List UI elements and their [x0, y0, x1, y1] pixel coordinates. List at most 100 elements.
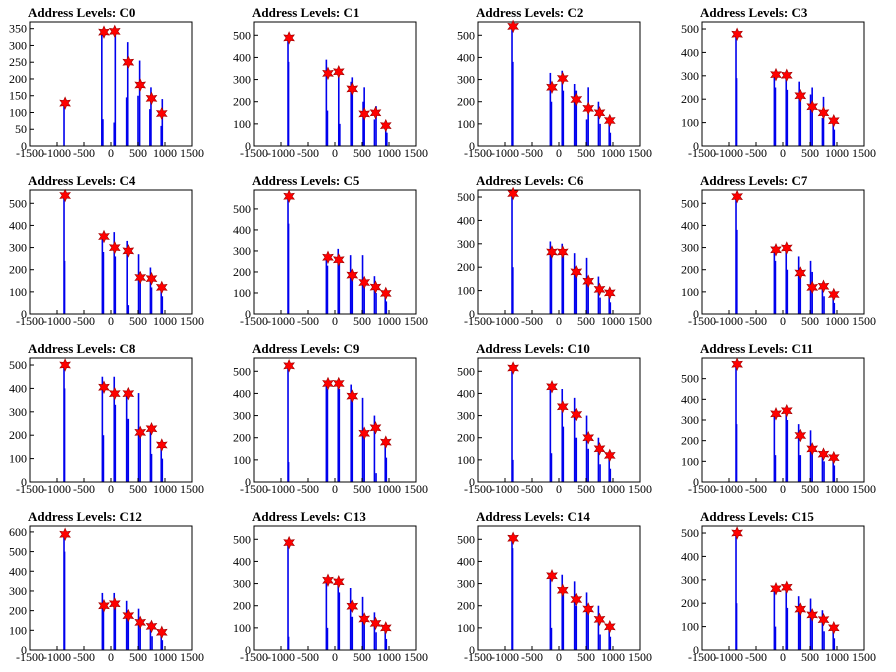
peak-marker — [507, 361, 519, 375]
x-tick-label: 1500 — [404, 650, 428, 664]
x-tick-label: 1000 — [153, 650, 177, 664]
x-tick-label: -1000 — [491, 314, 519, 328]
y-tick-label: 200 — [233, 599, 251, 613]
x-tick-label: 500 — [577, 314, 595, 328]
x-tick-label: 1500 — [180, 482, 204, 496]
peak-marker — [122, 608, 135, 623]
peak-marker — [145, 91, 158, 106]
y-tick-label: 0 — [469, 139, 475, 153]
peak-marker — [122, 55, 135, 69]
y-tick-label: 300 — [233, 577, 251, 591]
x-tick-label: 500 — [129, 482, 147, 496]
chart-title: Address Levels: C1 — [252, 5, 359, 20]
y-tick-label: 0 — [693, 475, 699, 489]
peak-marker — [556, 583, 569, 597]
y-tick-label: 0 — [245, 307, 251, 321]
peak-marker — [379, 435, 392, 449]
chart-title: Address Levels: C9 — [252, 341, 360, 356]
x-tick-label: -500 — [297, 650, 319, 664]
chart-panel-14: Address Levels: C14 0 100 200 300 400 500 -1500… — [457, 509, 652, 664]
y-tick-label: 300 — [457, 73, 475, 87]
peak-marker — [332, 575, 345, 589]
peak-marker — [369, 106, 382, 120]
y-tick-label: 0 — [469, 475, 475, 489]
peak-marker — [546, 569, 558, 583]
y-tick-label: 100 — [9, 105, 27, 119]
y-tick-label: 0 — [245, 643, 251, 657]
peak-marker — [145, 421, 158, 436]
x-tick-label: -1500 — [240, 650, 268, 664]
y-tick-label: 200 — [681, 92, 699, 106]
peak-marker — [98, 25, 110, 39]
y-tick-label: 500 — [681, 22, 699, 36]
x-tick-label: -1500 — [464, 650, 492, 664]
y-tick-label: 250 — [9, 55, 27, 69]
chart-title: Address Levels: C13 — [252, 509, 366, 524]
x-tick-label: 1000 — [825, 482, 849, 496]
x-tick-label: -500 — [73, 146, 95, 160]
y-tick-label: 300 — [681, 573, 699, 587]
x-tick-label: -1000 — [43, 314, 71, 328]
y-tick-label: 100 — [233, 286, 251, 300]
peak-marker — [346, 389, 359, 403]
x-tick-label: 0 — [332, 146, 338, 160]
x-tick-label: 1000 — [825, 146, 849, 160]
peak-marker — [570, 265, 583, 279]
y-tick-label: 50 — [15, 122, 27, 136]
y-tick-label: 400 — [457, 554, 475, 568]
peak-marker — [603, 113, 616, 128]
x-tick-label: 1000 — [601, 482, 625, 496]
x-tick-label: 500 — [801, 314, 819, 328]
peak-marker — [731, 526, 743, 540]
x-tick-label: 0 — [780, 314, 786, 328]
chart-title: Address Levels: C0 — [28, 5, 135, 20]
y-tick-label: 0 — [21, 139, 27, 153]
peak-marker — [358, 612, 371, 626]
peak-marker — [346, 82, 359, 96]
y-tick-label: 0 — [21, 307, 27, 321]
chart-title: Address Levels: C4 — [28, 173, 136, 188]
peak-marker — [780, 241, 793, 255]
peak-marker — [134, 425, 147, 440]
peak-marker — [59, 527, 71, 542]
y-tick-label: 400 — [9, 564, 27, 578]
peak-marker — [827, 113, 840, 128]
y-tick-label: 350 — [9, 22, 27, 36]
x-tick-label: 1500 — [180, 314, 204, 328]
peak-marker — [582, 430, 595, 445]
y-tick-label: 500 — [457, 532, 475, 546]
y-tick-label: 200 — [9, 428, 27, 442]
plot-frame — [253, 525, 417, 651]
y-tick-label: 400 — [681, 392, 699, 406]
peak-marker — [155, 106, 168, 121]
peak-marker — [322, 376, 334, 391]
peak-marker — [155, 280, 168, 295]
y-tick-label: 200 — [681, 263, 699, 277]
y-tick-label: 400 — [233, 554, 251, 568]
peak-marker — [556, 245, 569, 259]
y-tick-label: 0 — [693, 139, 699, 153]
y-tick-label: 300 — [457, 237, 475, 251]
y-tick-label: 400 — [9, 218, 27, 232]
x-tick-label: 0 — [556, 146, 562, 160]
x-tick-label: 0 — [332, 482, 338, 496]
y-tick-label: 200 — [457, 260, 475, 274]
chart-panel-7: Address Levels: C70100200300400500-1500-… — [681, 173, 876, 328]
chart-panel-2: Address Levels: C20100200300400500-1500-… — [457, 5, 652, 160]
y-tick-label: 100 — [233, 453, 251, 467]
y-tick-label: 500 — [9, 196, 27, 210]
x-tick-label: -1500 — [16, 482, 44, 496]
peak-marker — [145, 271, 158, 286]
chart-panel-1: Address Levels: C10100200300400500-1500-… — [233, 5, 428, 160]
x-tick-label: 500 — [801, 146, 819, 160]
chart-title: Address Levels: C10 — [476, 341, 590, 356]
y-tick-label: 300 — [233, 73, 251, 87]
y-tick-label: 500 — [233, 532, 251, 546]
x-tick-label: -1500 — [464, 146, 492, 160]
y-tick-label: 500 — [233, 364, 251, 378]
x-tick-label: -1000 — [43, 650, 71, 664]
x-tick-label: 0 — [332, 314, 338, 328]
x-tick-label: 1500 — [180, 146, 204, 160]
y-tick-label: 200 — [457, 431, 475, 445]
peak-marker — [283, 31, 295, 45]
